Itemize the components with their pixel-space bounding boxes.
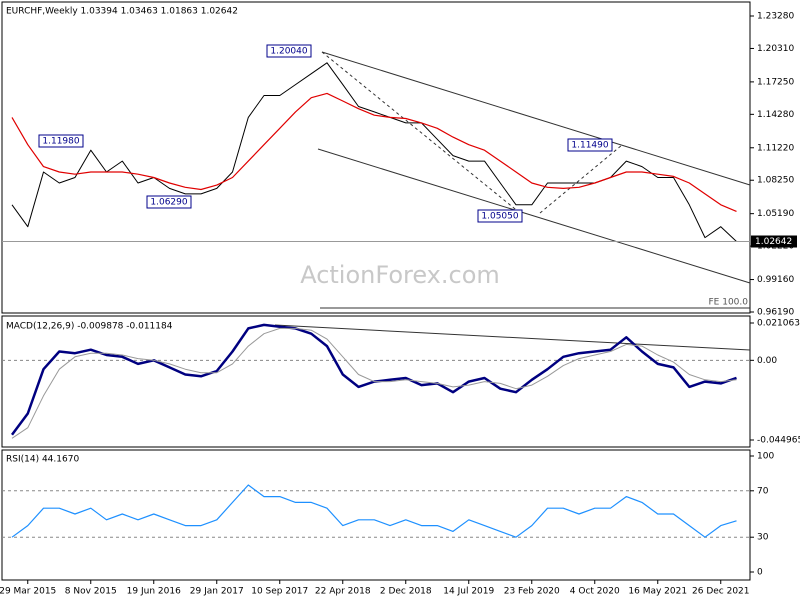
y-tick-label: 1.20310 (757, 44, 794, 54)
y-tick-label: 1.11220 (757, 143, 794, 153)
y-tick-label: 0 (757, 568, 763, 578)
channel-upper (321, 51, 751, 186)
price-frame (1, 1, 751, 314)
macd-title: MACD(12,26,9) -0.009878 -0.011184 (6, 322, 173, 332)
channel-lower (317, 148, 751, 284)
last-price-label: 1.02642 (755, 237, 792, 247)
y-tick-label: 70 (757, 486, 769, 496)
series-line (10, 323, 737, 436)
x-tick-label: 2 Dec 2018 (380, 587, 432, 597)
macd-trendline (274, 324, 751, 351)
annotation-box (567, 138, 613, 152)
y-tick-label: 0.00 (757, 356, 777, 366)
macd-frame (1, 315, 751, 448)
projection-line (321, 51, 521, 214)
y-tick-label: 0.99160 (757, 275, 794, 285)
y-tick-label: -0.044965 (757, 436, 800, 446)
x-tick-label: 29 Jan 2017 (190, 587, 244, 597)
y-tick-label: 1.05190 (757, 209, 794, 219)
y-tick-label: 0.021063 (757, 319, 800, 329)
annotation: 1.06290 (150, 198, 187, 208)
annotation-box (146, 195, 192, 209)
series-line (11, 484, 737, 538)
y-tick-label: 30 (757, 533, 769, 543)
annotation-box (266, 44, 312, 58)
series-line (11, 62, 737, 242)
last-price-box (751, 235, 797, 248)
y-tick-label: 1.17250 (757, 77, 794, 87)
rsi-frame (1, 449, 751, 581)
x-tick-label: 8 Nov 2015 (65, 587, 117, 597)
y-tick-label: 100 (757, 452, 774, 462)
y-tick-label: 0.96190 (757, 308, 794, 318)
price-title: EURCHF,Weekly 1.03394 1.03463 1.01863 1.… (6, 7, 238, 17)
y-tick-label: 1.14280 (757, 110, 794, 120)
projection-line (539, 144, 623, 214)
annotations: 1.20040 1.11980 1.06290 1.05050 1.11490 (38, 44, 613, 223)
annotation: 1.05050 (481, 212, 518, 222)
annotation: 1.20040 (270, 47, 307, 57)
x-tick-label: 22 Apr 2018 (315, 587, 371, 597)
x-tick-label: 29 Mar 2015 (0, 587, 56, 597)
x-tick-label: 19 Jun 2016 (127, 587, 181, 597)
x-tick-label: 14 Jul 2019 (443, 587, 494, 597)
x-tick-label: 16 May 2021 (628, 587, 687, 597)
annotation-box (477, 209, 523, 223)
y-tick-label: 1.23280 (757, 12, 794, 22)
series-line (11, 327, 737, 439)
x-tick-label: 26 Dec 2021 (692, 587, 750, 597)
watermark: ActionForex.com (300, 261, 500, 289)
annotation-box (38, 134, 84, 148)
x-tick-label: 10 Sep 2017 (251, 587, 308, 597)
rsi-title: RSI(14) 44.1670 (6, 455, 79, 465)
y-tick-label: 1.08250 (757, 176, 794, 186)
x-tick-label: 4 Oct 2020 (570, 587, 620, 597)
fe-label: FE 100.0 (709, 298, 749, 308)
series-line (11, 92, 737, 212)
annotation: 1.11980 (42, 137, 79, 147)
x-tick-label: 23 Feb 2020 (504, 587, 560, 597)
annotation: 1.11490 (571, 141, 608, 151)
